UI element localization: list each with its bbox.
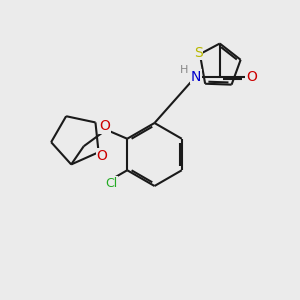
Text: S: S [194,46,203,60]
Text: N: N [190,70,201,83]
Text: O: O [99,119,110,133]
Text: O: O [97,149,108,163]
Text: Cl: Cl [105,176,118,190]
Text: O: O [246,70,257,83]
Text: H: H [180,65,189,75]
